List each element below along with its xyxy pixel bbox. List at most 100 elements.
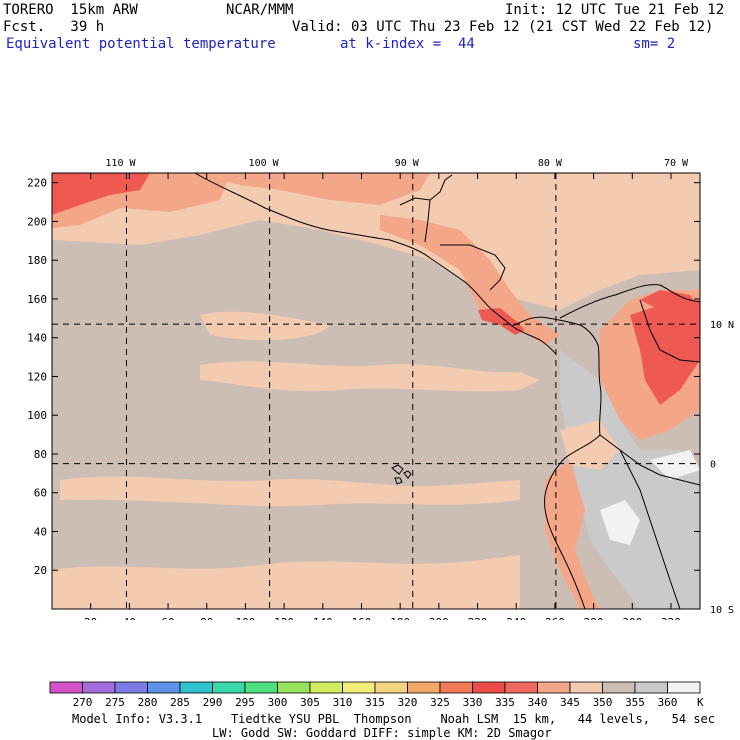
colorbar-swatch — [374, 681, 408, 694]
lon-label: 70 W — [664, 158, 689, 169]
lat-label: 10 S — [710, 605, 734, 616]
valid-time: Valid: 03 UTC Thu 23 Feb 12 (21 CST Wed … — [292, 19, 714, 35]
x-tick-label: 240 — [506, 616, 526, 620]
andes-cold — [560, 350, 700, 609]
x-tick-label: 260 — [545, 616, 565, 620]
y-tick-label: 140 — [27, 332, 47, 345]
plot-frame — [51, 172, 701, 610]
y-tick-label: 100 — [27, 409, 47, 422]
colorbar-swatch — [179, 681, 213, 694]
venezuela-hot — [640, 290, 700, 320]
colorbar-label: 355 — [625, 696, 645, 709]
x-tick-label: 100 — [235, 616, 255, 620]
colorbar-swatch — [244, 681, 278, 694]
x-tick-label: 120 — [274, 616, 294, 620]
colorbar-label: 345 — [560, 696, 580, 709]
northwest-hot — [52, 173, 150, 215]
colorbar-label: 330 — [463, 696, 483, 709]
x-tick-label: 20 — [84, 616, 97, 620]
map-panel: 220 200 180 160 140 120 100 80 60 40 20 20 40 60 80 100… — [0, 150, 740, 629]
x-tick-label: 320 — [661, 616, 681, 620]
smoothing: sm= 2 — [633, 36, 676, 52]
y-tick-label: 180 — [27, 254, 47, 267]
y-tick-label: 120 — [27, 370, 47, 383]
lon-label: 90 W — [395, 158, 420, 169]
y-tick-label: 40 — [34, 525, 47, 538]
colorbar-label: 325 — [430, 696, 450, 709]
colorbar-swatch — [49, 681, 83, 694]
colorbar-label: 290 — [203, 696, 223, 709]
init-time: Init: 12 UTC Tue 21 Feb 12 — [505, 2, 725, 18]
lat-label: 10 N — [710, 320, 734, 331]
colorbar-swatch — [212, 681, 246, 694]
colorbar-swatch — [634, 681, 668, 694]
x-tick-label: 40 — [123, 616, 136, 620]
x-tick-label: 140 — [313, 616, 333, 620]
organization: NCAR/MMM — [226, 2, 294, 18]
colorbar-swatch — [602, 681, 636, 694]
colorbar-label: 340 — [528, 696, 548, 709]
colorbar-swatch — [407, 681, 441, 694]
field-name: Equivalent potential temperature — [6, 36, 276, 52]
y-tick-label: 20 — [34, 564, 47, 577]
mexico-warm — [195, 173, 430, 205]
lat-label: 0 — [710, 460, 716, 471]
y-tick-label: 80 — [34, 448, 47, 461]
colorbar-swatch — [667, 681, 701, 694]
colorbar-swatch — [504, 681, 538, 694]
galapagos-islands — [391, 464, 412, 485]
colorbar-swatch — [147, 681, 181, 694]
y-tick-label: 60 — [34, 487, 47, 500]
colorbar-label: 305 — [300, 696, 320, 709]
andes-snow — [600, 500, 640, 545]
colorbar-unit: K — [697, 696, 704, 709]
x-tick-label: 200 — [429, 616, 449, 620]
peru-coast-warm — [545, 460, 600, 609]
colorbar-label: 320 — [398, 696, 418, 709]
x-tick-label: 180 — [390, 616, 410, 620]
north-warm-band — [52, 173, 700, 310]
colorbar-label: 300 — [268, 696, 288, 709]
x-tick-label: 60 — [161, 616, 174, 620]
x-tick-label: 220 — [468, 616, 488, 620]
colorbar-swatch — [342, 681, 376, 694]
colorbar-label: 285 — [170, 696, 190, 709]
y-tick-label: 200 — [27, 215, 47, 228]
central-america-warm — [380, 215, 560, 345]
colorbar-label: 315 — [365, 696, 385, 709]
x-tick-label: 280 — [584, 616, 604, 620]
colorbar-swatch — [569, 681, 603, 694]
x-tick-label: 160 — [352, 616, 372, 620]
colorbar-swatch — [472, 681, 506, 694]
level-index: at k-index = 44 — [340, 36, 475, 52]
colorbar-swatch — [439, 681, 473, 694]
colorbar-label: 310 — [333, 696, 353, 709]
ecuador-peru-coast — [544, 434, 601, 609]
andes-border — [599, 434, 700, 609]
colorbar: 270 275 280 285 290 295 300 305 310 315 320 325 330 3… — [0, 675, 740, 715]
colorbar-label: 350 — [593, 696, 613, 709]
colorbar-label: 295 — [235, 696, 255, 709]
lon-label: 100 W — [249, 158, 280, 169]
lon-label: 110 W — [105, 158, 136, 169]
y-tick-label: 220 — [27, 177, 47, 190]
colorbar-swatch — [309, 681, 343, 694]
colorbar-label: 275 — [105, 696, 125, 709]
x-tick-label: 80 — [200, 616, 213, 620]
panama-colombia-coast — [511, 316, 602, 436]
southwest-band — [52, 555, 520, 609]
mexico-coastline — [194, 173, 557, 355]
colorbar-swatch — [537, 681, 571, 694]
colorbar-label: 335 — [495, 696, 515, 709]
colorbar-swatch — [114, 681, 148, 694]
south-band — [60, 476, 520, 507]
equatorial-band — [200, 361, 540, 392]
forecast-hour: Fcst. 39 h — [3, 19, 105, 35]
costa-rica-hot — [478, 308, 525, 335]
colorbar-label: 270 — [73, 696, 93, 709]
model-title: TORERO 15km ARW — [3, 2, 138, 18]
physics-info: LW: Godd SW: Goddard DIFF: simple KM: 2D… — [212, 726, 552, 740]
andes-snow-2 — [650, 450, 700, 480]
lon-label: 80 W — [538, 158, 563, 169]
west-patch — [200, 311, 330, 341]
